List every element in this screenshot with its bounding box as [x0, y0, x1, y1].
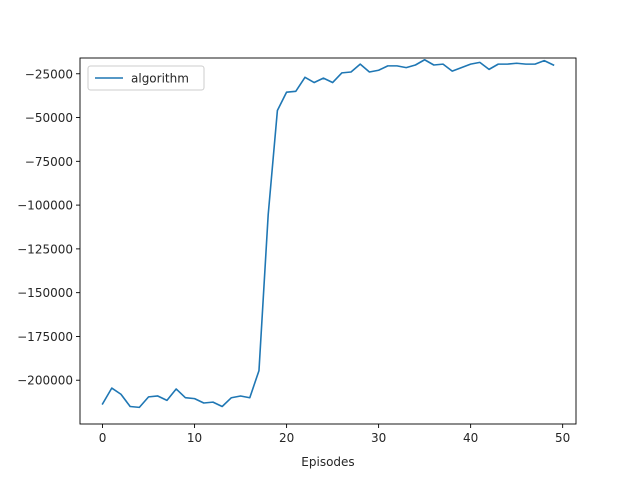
y-tick-label: −150000 [17, 286, 73, 300]
x-tick-label: 20 [279, 431, 294, 445]
plot-area [101, 58, 555, 409]
y-tick-label: −25000 [25, 67, 73, 81]
legend: algorithm [87, 65, 205, 91]
legend-box [87, 65, 205, 91]
legend-label: algorithm [131, 72, 189, 86]
series-line-algorithm [101, 58, 555, 409]
y-tick-label: −200000 [17, 374, 73, 388]
axis-ticks: 0 10 20 30 40 50 −25000 −50000 −75000 −100000 −125… [17, 67, 570, 445]
x-tick-label: 30 [371, 431, 386, 445]
x-tick-label: 0 [99, 431, 107, 445]
y-tick-label: −100000 [17, 199, 73, 213]
x-axis-label: Episodes [301, 455, 354, 469]
y-tick-label: −125000 [17, 242, 73, 256]
axes-frame [79, 57, 577, 425]
x-tick-label: 50 [555, 431, 570, 445]
x-tick-label: 10 [187, 431, 202, 445]
y-tick-label: −75000 [25, 155, 73, 169]
x-tick-label: 40 [463, 431, 478, 445]
y-tick-label: −50000 [25, 111, 73, 125]
y-tick-label: −175000 [17, 330, 73, 344]
